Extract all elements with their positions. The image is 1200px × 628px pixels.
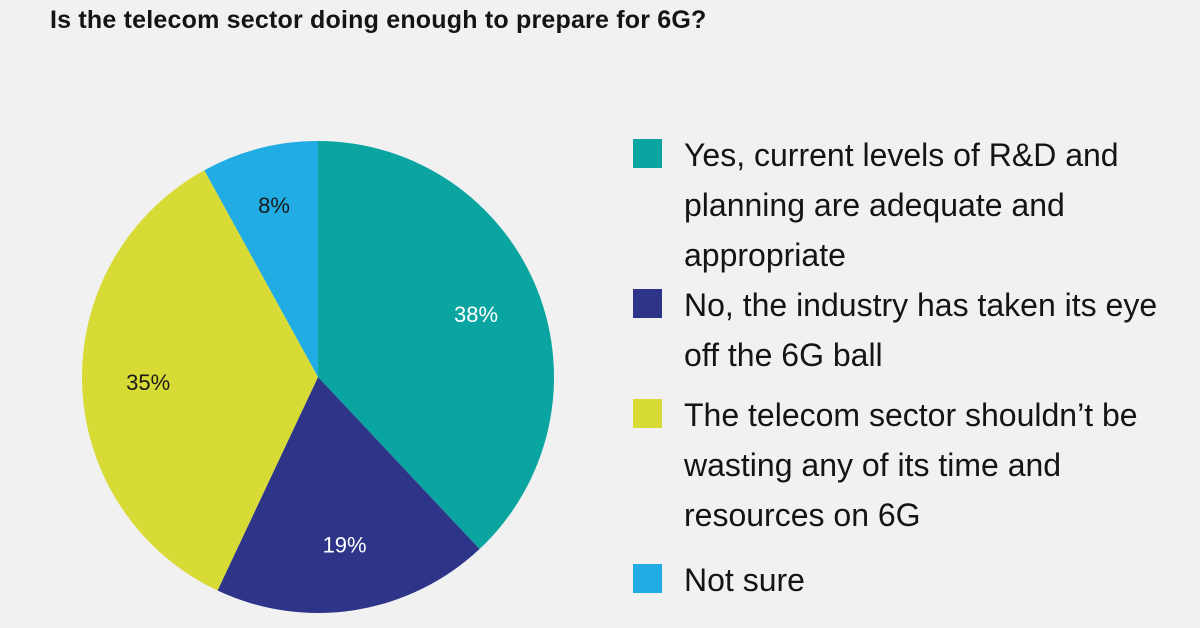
pie-slice-yes xyxy=(318,141,555,550)
pie-slice-not-sure xyxy=(204,141,318,377)
legend-swatch-not-sure xyxy=(633,564,662,593)
pie-chart: 38% 19% 35% 8% xyxy=(82,141,555,613)
legend-label-yes: Yes, current levels of R&D and planning … xyxy=(684,137,1119,273)
legend-item-yes: Yes, current levels of R&D and planning … xyxy=(633,130,1173,280)
pie-labels: 38% 19% 35% 8% xyxy=(126,193,498,557)
pie-label-wasting: 35% xyxy=(126,370,170,395)
legend-label-not-sure: Not sure xyxy=(684,562,805,598)
legend-item-wasting: The telecom sector shouldn’t be wasting … xyxy=(633,390,1173,540)
legend-swatch-wasting xyxy=(633,399,662,428)
legend-swatch-no xyxy=(633,289,662,318)
chart-title: Is the telecom sector doing enough to pr… xyxy=(50,6,707,34)
pie-label-not-sure: 8% xyxy=(258,193,290,218)
legend-label-no: No, the industry has taken its eye off t… xyxy=(684,287,1158,373)
legend-swatch-yes xyxy=(633,139,662,168)
pie-label-yes: 38% xyxy=(454,302,498,327)
pie-slices xyxy=(82,141,555,613)
legend-item-no: No, the industry has taken its eye off t… xyxy=(633,280,1173,380)
pie-label-no: 19% xyxy=(323,532,367,557)
legend-label-wasting: The telecom sector shouldn’t be wasting … xyxy=(684,397,1138,533)
pie-slice-wasting xyxy=(82,170,318,591)
legend-item-not-sure: Not sure xyxy=(633,555,1173,605)
pie-slice-no xyxy=(217,377,480,613)
